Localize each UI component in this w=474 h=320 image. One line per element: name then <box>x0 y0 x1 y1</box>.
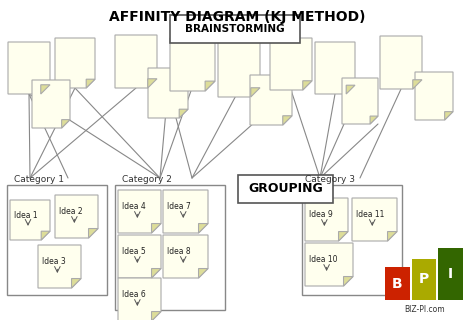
Polygon shape <box>179 109 188 118</box>
Polygon shape <box>344 276 353 286</box>
Text: Idea 6: Idea 6 <box>122 290 146 299</box>
Polygon shape <box>118 278 161 320</box>
Text: Idea 9: Idea 9 <box>309 210 333 219</box>
Polygon shape <box>72 278 81 288</box>
Polygon shape <box>115 35 157 88</box>
Text: Idea 5: Idea 5 <box>122 247 146 256</box>
Text: P: P <box>419 272 429 286</box>
Polygon shape <box>86 79 95 88</box>
Polygon shape <box>163 235 208 278</box>
Polygon shape <box>218 42 260 97</box>
Polygon shape <box>342 78 378 124</box>
Polygon shape <box>305 243 353 286</box>
Text: Idea 7: Idea 7 <box>167 202 191 211</box>
Polygon shape <box>251 88 260 97</box>
Text: Idea 11: Idea 11 <box>356 210 384 219</box>
Polygon shape <box>55 38 95 88</box>
Polygon shape <box>118 190 161 233</box>
Text: Idea 8: Idea 8 <box>167 247 191 256</box>
Polygon shape <box>199 224 208 233</box>
Polygon shape <box>89 228 98 238</box>
Text: Category 3: Category 3 <box>305 175 355 184</box>
Text: GROUPING: GROUPING <box>248 182 323 196</box>
Polygon shape <box>38 245 81 288</box>
Text: Idea 3: Idea 3 <box>42 257 66 266</box>
Polygon shape <box>413 80 422 89</box>
Polygon shape <box>152 224 161 233</box>
FancyBboxPatch shape <box>170 15 300 43</box>
Polygon shape <box>370 116 378 124</box>
Polygon shape <box>270 38 312 90</box>
Polygon shape <box>170 38 215 91</box>
Polygon shape <box>415 72 453 120</box>
Polygon shape <box>152 268 161 278</box>
Text: Category 2: Category 2 <box>122 175 172 184</box>
Text: AFFINITY DIAGRAM (KJ METHOD): AFFINITY DIAGRAM (KJ METHOD) <box>109 10 365 24</box>
Polygon shape <box>163 190 208 233</box>
Polygon shape <box>32 80 70 128</box>
Polygon shape <box>283 116 292 125</box>
Polygon shape <box>148 79 157 88</box>
Text: B: B <box>392 276 402 291</box>
Polygon shape <box>118 235 161 278</box>
Text: I: I <box>448 267 453 281</box>
FancyBboxPatch shape <box>238 175 333 203</box>
Polygon shape <box>205 81 215 91</box>
Polygon shape <box>380 36 422 89</box>
Polygon shape <box>338 232 348 241</box>
Polygon shape <box>305 198 348 241</box>
Polygon shape <box>62 120 70 128</box>
Text: Category 1: Category 1 <box>14 175 64 184</box>
Text: Idea 10: Idea 10 <box>309 255 337 264</box>
Polygon shape <box>352 198 397 241</box>
Polygon shape <box>445 112 453 120</box>
Text: Idea 4: Idea 4 <box>122 202 146 211</box>
Text: Idea 2: Idea 2 <box>59 207 82 216</box>
Polygon shape <box>250 75 292 125</box>
Polygon shape <box>148 68 188 118</box>
Polygon shape <box>8 42 50 94</box>
Polygon shape <box>303 81 312 90</box>
FancyBboxPatch shape <box>385 267 410 300</box>
Text: BIZ-PI.com: BIZ-PI.com <box>405 305 445 314</box>
Polygon shape <box>41 231 50 240</box>
Polygon shape <box>388 232 397 241</box>
Polygon shape <box>315 42 355 94</box>
FancyBboxPatch shape <box>438 248 463 300</box>
Polygon shape <box>199 268 208 278</box>
FancyBboxPatch shape <box>411 259 437 300</box>
Polygon shape <box>55 195 98 238</box>
Text: Idea 1: Idea 1 <box>14 211 37 220</box>
Polygon shape <box>346 85 355 94</box>
Polygon shape <box>152 312 161 320</box>
Polygon shape <box>41 85 50 94</box>
Polygon shape <box>10 200 50 240</box>
Text: BRAINSTORMING: BRAINSTORMING <box>185 24 285 34</box>
